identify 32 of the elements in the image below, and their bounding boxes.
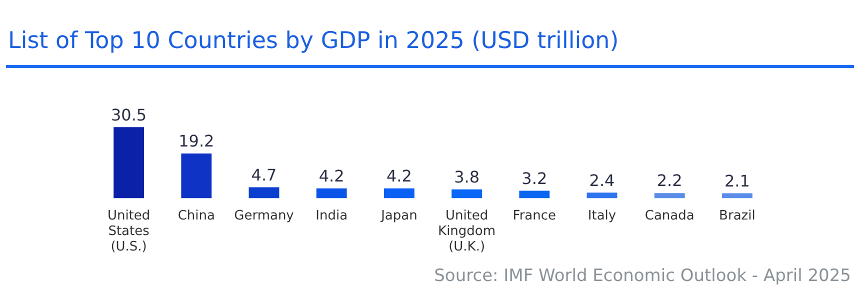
- source-note: Source: IMF World Economic Outlook - April 2025: [434, 266, 851, 286]
- bar: [722, 193, 752, 198]
- bar: [654, 193, 685, 198]
- x-tick-label: Japan: [380, 208, 418, 224]
- x-tick-label: France: [512, 208, 556, 224]
- bar: [586, 192, 618, 198]
- data-label: 2.1: [724, 171, 750, 190]
- bar: [519, 190, 550, 198]
- x-tick-label: Italy: [588, 208, 616, 224]
- data-label: 4.2: [386, 166, 412, 186]
- bar: [181, 153, 212, 198]
- data-label: 4.7: [251, 165, 277, 184]
- x-tick-label: Brazil: [719, 208, 756, 224]
- bar: [384, 188, 414, 198]
- x-tick-label: China: [178, 208, 215, 224]
- data-label: 4.2: [318, 166, 344, 186]
- bar: [452, 189, 482, 198]
- data-label: 3.2: [522, 168, 548, 188]
- data-label: 2.2: [656, 171, 682, 190]
- bar: [114, 127, 144, 198]
- data-label: 3.8: [454, 168, 480, 186]
- x-tick-label: United States (U.S.): [107, 208, 150, 255]
- chart-title: List of Top 10 Countries by GDP in 2025 (USD trillion): [8, 28, 619, 54]
- x-tick-label: United Kingdom (U.K.): [438, 208, 496, 255]
- x-tick-label: Germany: [234, 208, 294, 224]
- x-tick-label: Canada: [644, 208, 694, 224]
- x-tick-label: India: [316, 208, 348, 224]
- data-label: 2.4: [589, 170, 615, 190]
- bar: [248, 187, 280, 198]
- data-label: 30.5: [110, 105, 147, 124]
- data-label: 19.2: [178, 132, 214, 151]
- bar: [316, 188, 347, 198]
